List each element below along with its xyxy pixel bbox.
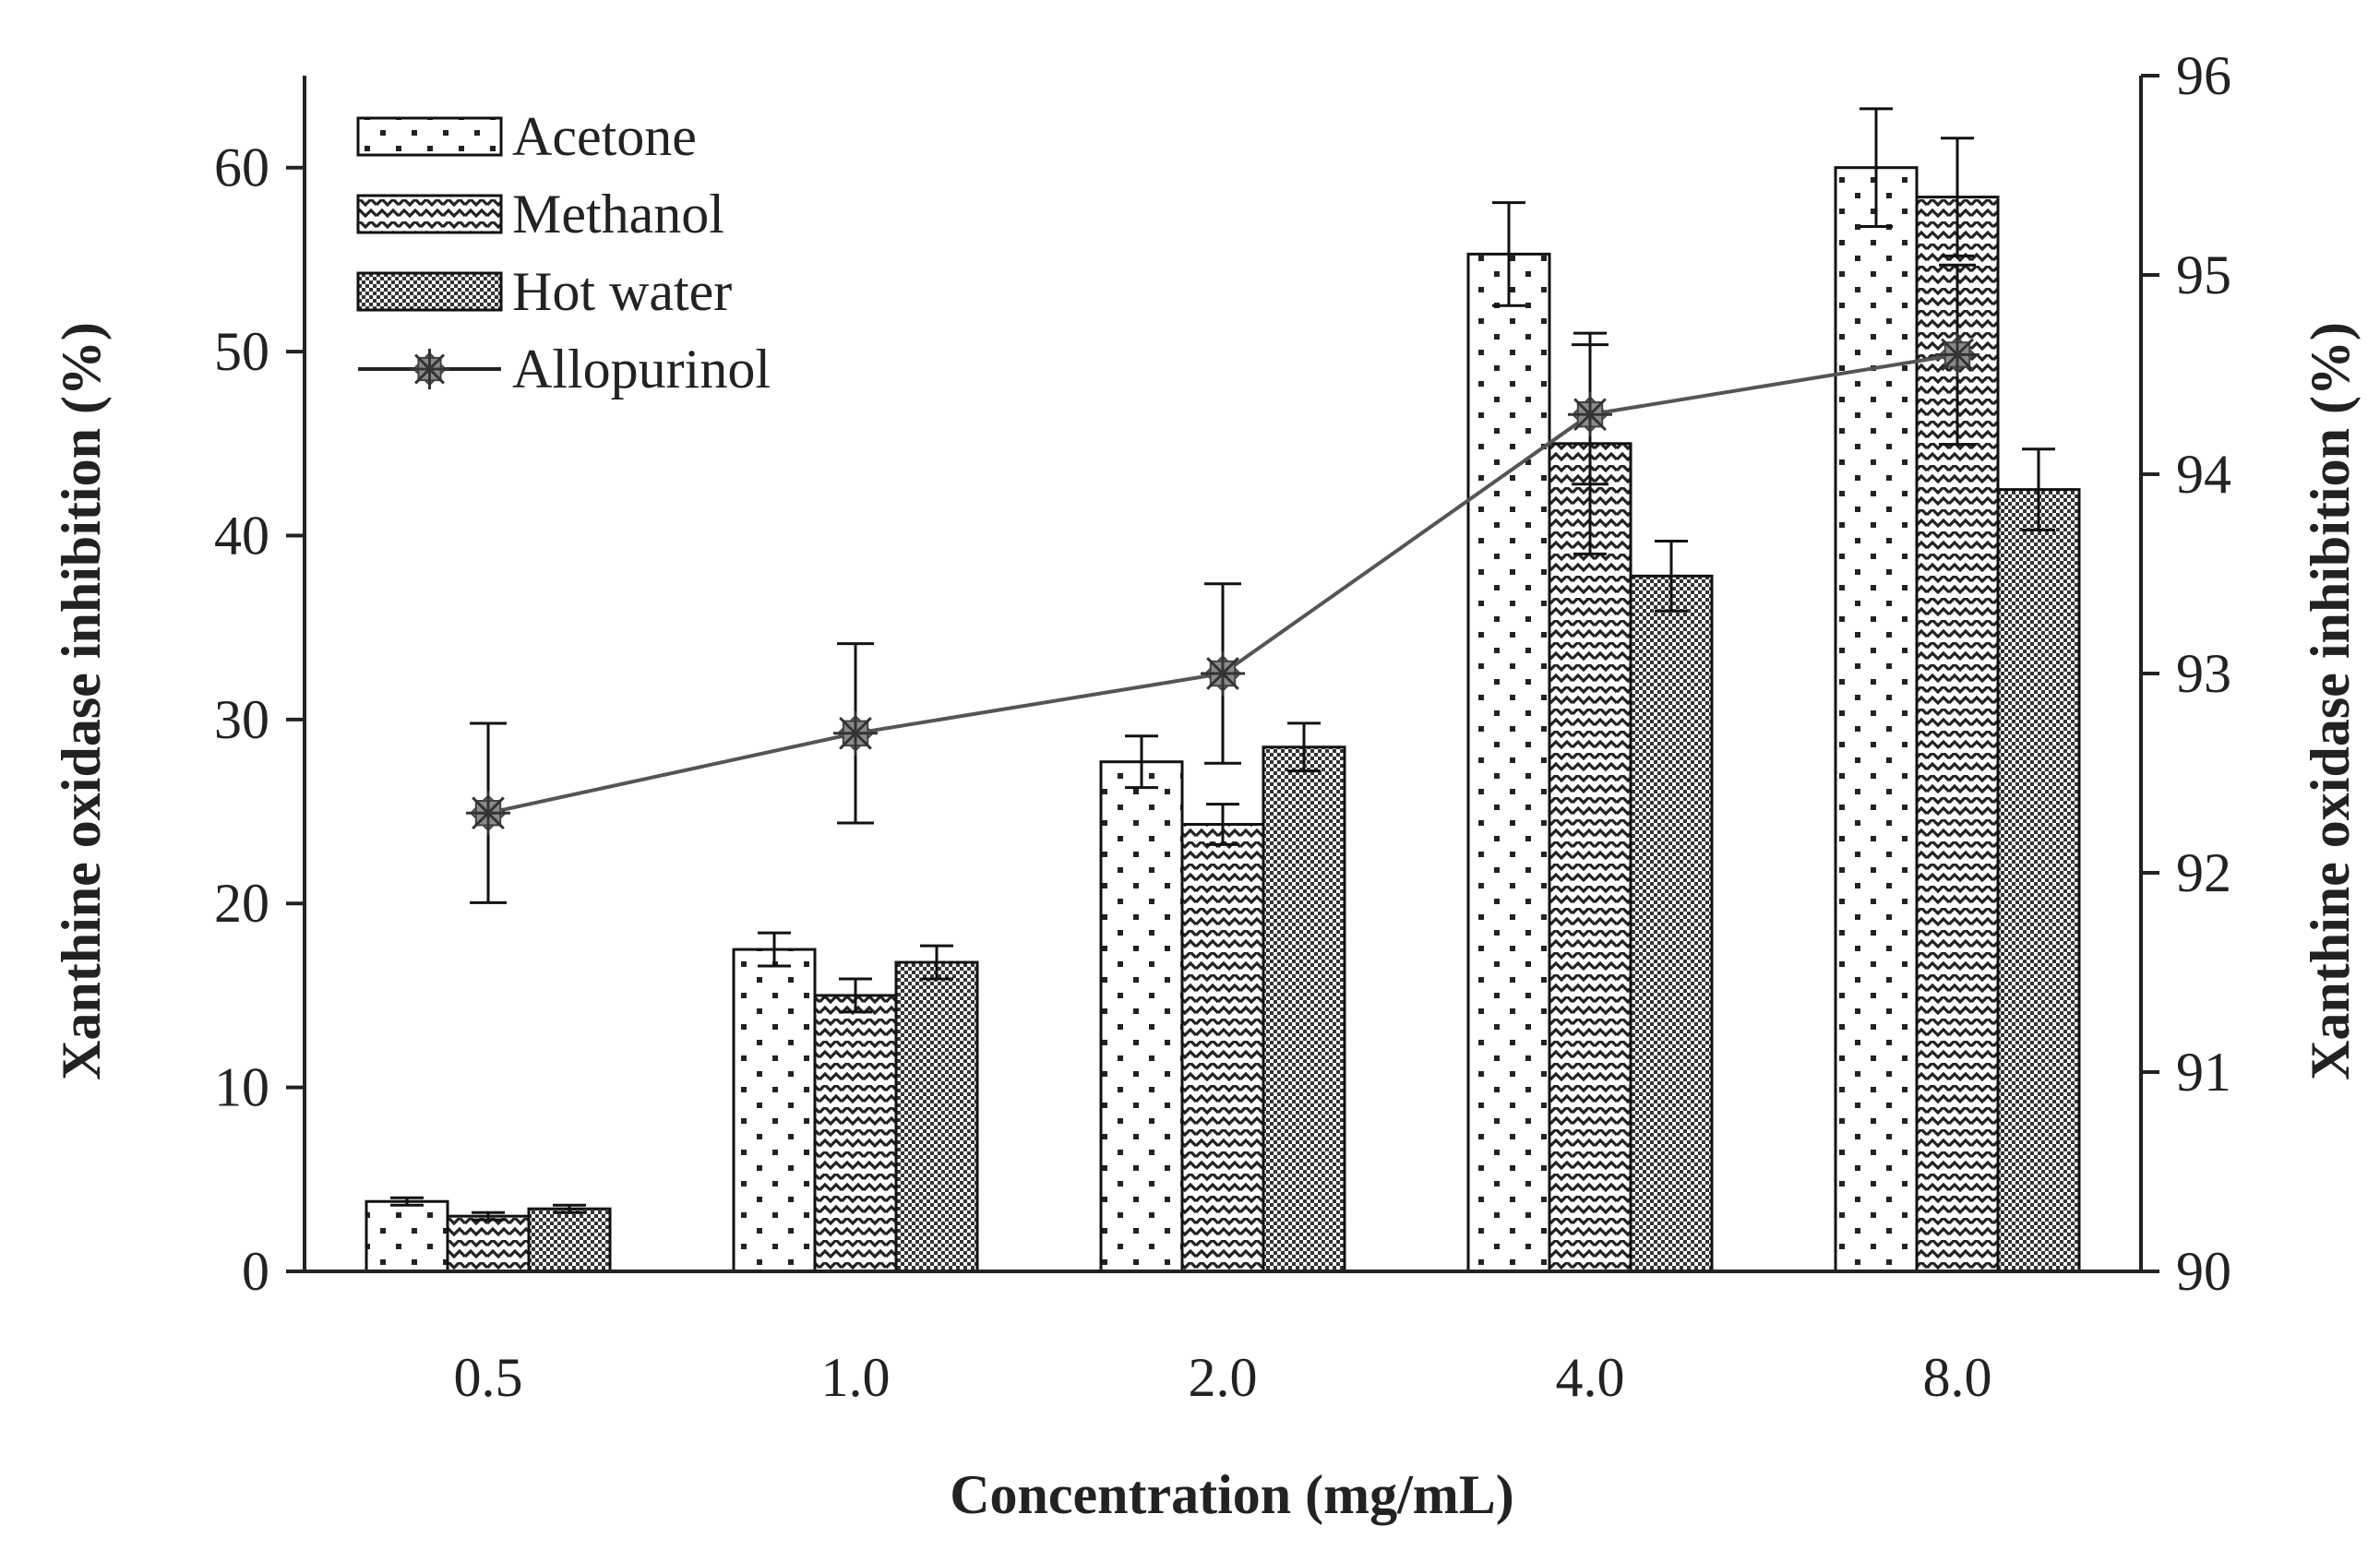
y-tick-label: 20 xyxy=(214,873,269,934)
x-tick-label: 2.0 xyxy=(1189,1347,1258,1408)
x-tick-label: 1.0 xyxy=(821,1347,891,1408)
y-axis-title: Xanthine oxidase inhibition (%) xyxy=(51,322,112,1080)
legend-swatch xyxy=(356,194,503,234)
axes-layer: 0 10 20 30 40 50 60 90 91 92 93 94 95 96 0.5 1.0 2.0 4.0 8… xyxy=(214,45,2231,1408)
bars-layer xyxy=(365,107,2081,1273)
marker-d2 xyxy=(472,796,505,830)
marker-d2 xyxy=(1206,657,1239,690)
legend: Acetone Methanol Hot water Allopurinol xyxy=(356,106,771,399)
legend-item-methanol: Methanol xyxy=(356,184,724,244)
legend-item-allopurinol: Allopurinol xyxy=(358,339,771,399)
y-tick-label: 60 xyxy=(214,137,269,198)
bar-hot-water-1.0 xyxy=(894,960,979,1273)
legend-item-hot-water: Hot water xyxy=(356,261,732,322)
y2-tick-label: 94 xyxy=(2176,444,2231,505)
legend-marker xyxy=(409,349,450,389)
bar-methanol-2.0 xyxy=(1180,822,1265,1273)
legend-label: Hot water xyxy=(512,261,732,322)
bar-methanol-1.0 xyxy=(813,994,898,1273)
x-axis-title: Concentration (mg/mL) xyxy=(950,1464,1514,1525)
y-tick-label: 0 xyxy=(242,1241,269,1302)
line-layer xyxy=(466,263,1979,904)
point-allopurinol-4.0 xyxy=(1568,392,1612,437)
bar-acetone-0.5 xyxy=(365,1199,449,1273)
bar-hot-water-8.0 xyxy=(1996,488,2081,1273)
marker-d2 xyxy=(414,353,445,385)
legend-label: Methanol xyxy=(512,184,724,244)
x-tick-label: 8.0 xyxy=(1923,1347,1992,1408)
point-allopurinol-2.0 xyxy=(1201,651,1245,696)
x-tick-label: 4.0 xyxy=(1556,1347,1625,1408)
bar-methanol-4.0 xyxy=(1548,442,1633,1273)
legend-swatch xyxy=(356,271,503,312)
marker-d2 xyxy=(839,716,872,750)
y-tick-label: 50 xyxy=(214,321,269,382)
bar-acetone-1.0 xyxy=(732,948,817,1273)
y-tick-label: 40 xyxy=(214,505,269,566)
bar-acetone-4.0 xyxy=(1466,252,1551,1273)
bar-hot-water-2.0 xyxy=(1262,745,1346,1273)
bar-hot-water-0.5 xyxy=(527,1207,612,1273)
y2-tick-label: 96 xyxy=(2176,45,2231,106)
legend-label: Acetone xyxy=(512,106,697,167)
y2-tick-label: 91 xyxy=(2176,1042,2231,1103)
bar-methanol-0.5 xyxy=(446,1214,531,1273)
y-tick-label: 10 xyxy=(214,1057,269,1118)
marker-d2 xyxy=(1941,338,1974,372)
y2-tick-label: 90 xyxy=(2176,1241,2231,1302)
bar-acetone-2.0 xyxy=(1099,760,1184,1273)
legend-swatch xyxy=(356,116,503,157)
y-tick-label: 30 xyxy=(214,689,269,750)
bar-acetone-8.0 xyxy=(1834,166,1919,1273)
legend-label: Allopurinol xyxy=(512,339,771,399)
y2-tick-label: 93 xyxy=(2176,643,2231,704)
point-allopurinol-8.0 xyxy=(1935,332,1979,377)
marker-d2 xyxy=(1573,398,1607,432)
y2-tick-label: 95 xyxy=(2176,244,2231,305)
y2-axis-title: Xanthine oxidase inhibition (%) xyxy=(2300,322,2361,1080)
y2-tick-label: 92 xyxy=(2176,842,2231,903)
x-tick-label: 0.5 xyxy=(454,1347,523,1408)
legend-item-acetone: Acetone xyxy=(356,106,697,167)
point-allopurinol-1.0 xyxy=(833,710,878,756)
point-allopurinol-0.5 xyxy=(466,791,510,836)
bar-hot-water-4.0 xyxy=(1629,574,1714,1273)
